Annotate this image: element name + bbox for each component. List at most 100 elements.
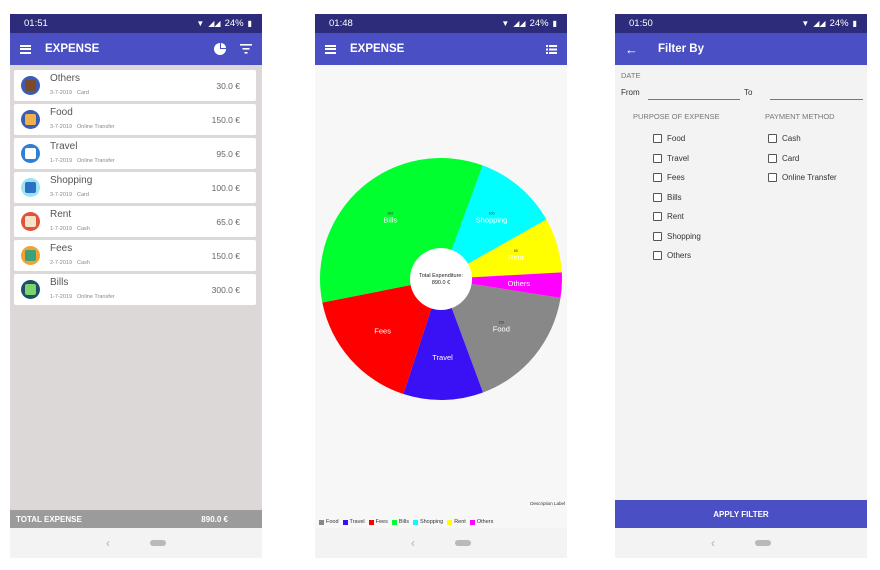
status-bar: 01:51 ▼ ◢◢ 24% ▮ bbox=[10, 14, 262, 33]
menu-icon[interactable] bbox=[325, 44, 336, 54]
checkbox[interactable] bbox=[768, 134, 777, 143]
slice-value-shopping: 100 bbox=[489, 212, 495, 216]
slice-label-rent: Rent bbox=[508, 253, 525, 262]
expense-list-item[interactable]: Fees 2-7-2019 Cash 150.0 € bbox=[14, 240, 256, 271]
legend-item: Shopping bbox=[412, 519, 443, 525]
system-nav-bar: ‹ bbox=[10, 528, 262, 558]
checkbox[interactable] bbox=[653, 192, 662, 202]
bill-icon bbox=[21, 280, 40, 299]
checkbox[interactable] bbox=[653, 212, 662, 221]
from-date-field[interactable] bbox=[648, 99, 740, 100]
checkbox[interactable] bbox=[653, 173, 662, 182]
expense-date: 2-7-2019 bbox=[50, 260, 73, 266]
filter-form: DATE From To PURPOSE OF EXPENSE PAYMENT … bbox=[615, 65, 867, 500]
menu-icon[interactable] bbox=[20, 44, 31, 54]
expense-date: 1-7-2019 bbox=[50, 158, 73, 164]
expense-method: Online Transfer bbox=[77, 294, 115, 300]
pie-slice-shopping[interactable] bbox=[441, 165, 547, 279]
expense-list-item[interactable]: Rent 1-7-2019 Cash 65.0 € bbox=[14, 206, 256, 237]
legend-label: Others bbox=[476, 519, 494, 525]
purpose-option[interactable]: Others bbox=[653, 251, 691, 260]
filter-screen: 01:50 ▼ ◢◢ 24% ▮ ← Filter By DATE From T… bbox=[615, 14, 867, 558]
purpose-option-label: Food bbox=[667, 134, 686, 143]
purpose-option-label: Bills bbox=[667, 192, 682, 202]
expense-meta: 1-7-2019 Online Transfer bbox=[50, 158, 115, 164]
expense-method: Cash bbox=[77, 226, 90, 232]
page-title: EXPENSE bbox=[350, 43, 405, 55]
battery-icon: ▮ bbox=[247, 18, 252, 28]
checkbox[interactable] bbox=[768, 173, 777, 182]
home-icon[interactable] bbox=[150, 540, 166, 546]
checkbox[interactable] bbox=[653, 153, 662, 163]
battery-level: 24% bbox=[224, 18, 244, 29]
expense-meta: 3-7-2019 Card bbox=[50, 90, 89, 96]
legend-label: Travel bbox=[349, 519, 365, 525]
app-bar: EXPENSE bbox=[10, 33, 262, 65]
to-date-field[interactable] bbox=[770, 99, 863, 100]
expense-amount: 30.0 € bbox=[216, 81, 240, 91]
pie-slice-rent[interactable] bbox=[441, 219, 562, 279]
wallet-icon bbox=[21, 76, 40, 95]
total-expense-bar: TOTAL EXPENSE 890.0 € bbox=[10, 510, 262, 528]
legend-label: Fees bbox=[375, 519, 388, 525]
wifi-icon: ▼ bbox=[196, 18, 205, 28]
plane-icon bbox=[21, 144, 40, 163]
slice-label-others: Others bbox=[508, 279, 531, 288]
total-label: TOTAL EXPENSE bbox=[16, 514, 82, 524]
expense-list-item[interactable]: Food 3-7-2019 Online Transfer 150.0 € bbox=[14, 104, 256, 135]
back-icon[interactable]: ‹ bbox=[711, 536, 715, 550]
status-time: 01:48 bbox=[329, 18, 353, 29]
payment-option[interactable]: Online Transfer bbox=[768, 173, 837, 182]
system-nav-bar: ‹ bbox=[615, 528, 867, 558]
purpose-option[interactable]: Rent bbox=[653, 212, 684, 221]
payment-option[interactable]: Card bbox=[768, 153, 799, 163]
purpose-option[interactable]: Travel bbox=[653, 153, 689, 163]
expense-list-screen: 01:51 ▼ ◢◢ 24% ▮ EXPENSE Others 3-7-2019 C… bbox=[10, 14, 262, 558]
expense-name: Shopping bbox=[50, 175, 93, 186]
pie-slice-food[interactable] bbox=[441, 279, 561, 393]
expense-list-item[interactable]: Bills 1-7-2019 Online Transfer 300.0 € bbox=[14, 274, 256, 305]
checkbox[interactable] bbox=[653, 134, 662, 143]
status-time: 01:50 bbox=[629, 18, 653, 29]
filter-icon[interactable] bbox=[240, 44, 252, 54]
expense-chart-screen: 01:48 ▼ ◢◢ 24% ▮ EXPENSE Total Expenditu… bbox=[315, 14, 567, 558]
legend-item: Food bbox=[319, 519, 339, 525]
back-icon[interactable]: ‹ bbox=[106, 536, 110, 550]
home-icon[interactable] bbox=[755, 540, 771, 546]
list-view-icon[interactable] bbox=[546, 44, 557, 54]
payment-option[interactable]: Cash bbox=[768, 134, 801, 143]
purpose-option-label: Others bbox=[667, 251, 692, 260]
back-arrow-icon[interactable]: ← bbox=[625, 41, 638, 57]
slice-label-bills: Bills bbox=[383, 216, 397, 225]
expense-list-item[interactable]: Shopping 3-7-2019 Card 100.0 € bbox=[14, 172, 256, 203]
expense-list-item[interactable]: Others 3-7-2019 Card 30.0 € bbox=[14, 70, 256, 101]
purpose-option[interactable]: Shopping bbox=[653, 231, 701, 241]
pie-slice-travel[interactable] bbox=[403, 279, 484, 400]
back-icon[interactable]: ‹ bbox=[411, 536, 415, 550]
page-title: Filter By bbox=[658, 43, 705, 55]
payment-label: PAYMENT METHOD bbox=[765, 112, 835, 121]
purpose-option[interactable]: Fees bbox=[653, 173, 685, 182]
pie-slice-fees[interactable] bbox=[322, 279, 441, 395]
expense-list-item[interactable]: Travel 1-7-2019 Online Transfer 95.0 € bbox=[14, 138, 256, 169]
checkbox[interactable] bbox=[653, 231, 662, 241]
slice-value-food: 150 bbox=[498, 320, 504, 324]
expense-amount: 65.0 € bbox=[216, 217, 240, 227]
chart-area: Total Expenditure: 890.0 € Bills 300 Shoppin… bbox=[315, 65, 567, 528]
legend-swatch bbox=[368, 519, 374, 525]
checkbox[interactable] bbox=[768, 153, 777, 163]
purpose-option[interactable]: Bills bbox=[653, 192, 682, 202]
purpose-option-label: Shopping bbox=[667, 231, 701, 241]
legend-item: Others bbox=[469, 519, 494, 525]
pie-chart-icon[interactable] bbox=[214, 43, 226, 55]
battery-level: 24% bbox=[529, 18, 549, 29]
apply-filter-button[interactable]: APPLY FILTER bbox=[615, 500, 867, 528]
battery-level: 24% bbox=[829, 18, 849, 29]
checkbox[interactable] bbox=[653, 251, 662, 260]
signal-icon: ◢◢ bbox=[813, 18, 826, 28]
home-icon[interactable] bbox=[455, 540, 471, 546]
purpose-option-label: Fees bbox=[667, 173, 685, 182]
legend-swatch bbox=[342, 519, 348, 525]
purpose-option[interactable]: Food bbox=[653, 134, 685, 143]
